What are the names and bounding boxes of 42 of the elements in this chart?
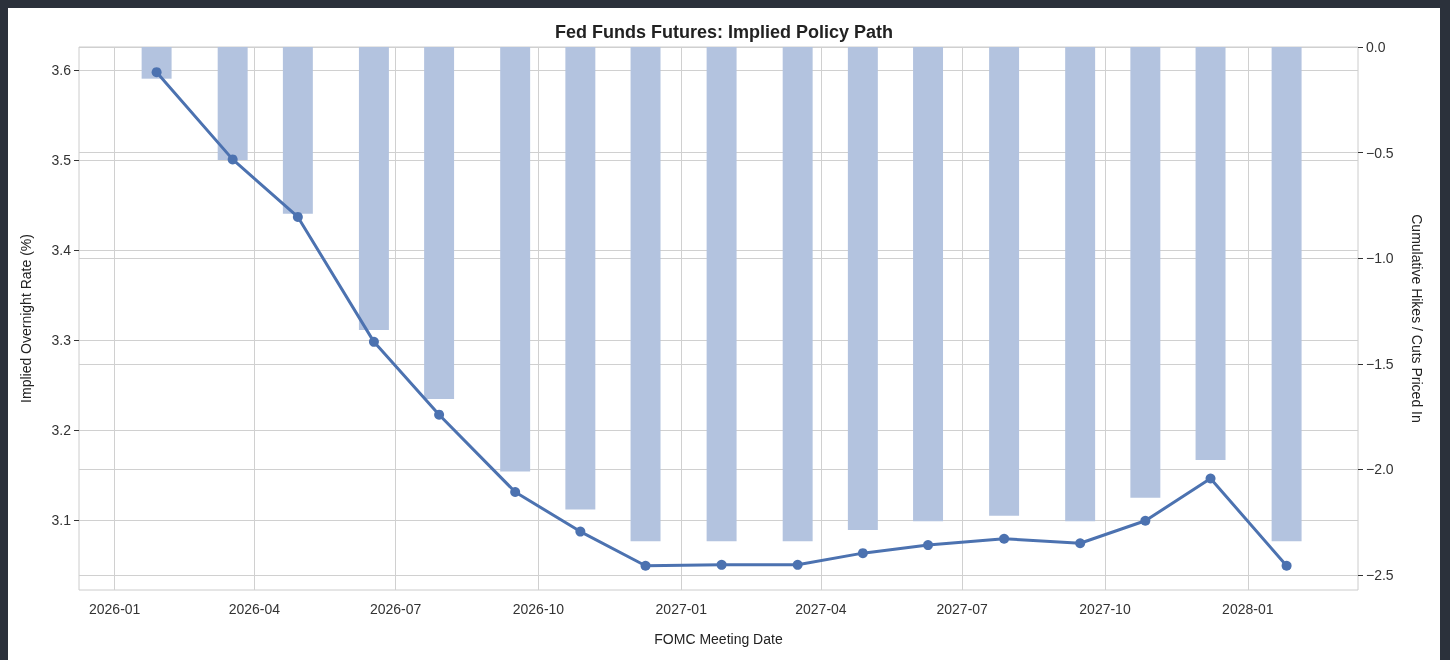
y2-tick-label: −1.5: [1366, 355, 1394, 372]
point: [292, 211, 303, 222]
x-axis-title: FOMC Meeting Date: [654, 631, 783, 647]
x-tick-label: 2027-01: [655, 601, 708, 617]
point: [999, 533, 1010, 544]
y-tick-label: 3.5: [51, 152, 72, 169]
point: [716, 559, 727, 570]
x-tick-label: 2028-01: [1222, 601, 1274, 617]
x-tick-label: 2026-01: [89, 601, 141, 617]
point: [1140, 515, 1151, 526]
x-tick-label: 2027-04: [795, 601, 847, 617]
point: [857, 548, 868, 559]
point: [1281, 560, 1292, 571]
point: [575, 526, 586, 537]
y2-tick-label: −1.0: [1366, 250, 1394, 267]
point: [151, 67, 162, 78]
point: [1075, 538, 1086, 549]
point: [792, 559, 803, 570]
y-tick-label: 3.1: [51, 511, 72, 528]
point: [434, 409, 445, 420]
y-tick-label: 3.6: [51, 62, 72, 79]
point: [227, 154, 238, 165]
x-tick-label: 2027-07: [936, 601, 989, 617]
x-tick-label: 2026-04: [228, 601, 281, 617]
chart-title: Fed Funds Futures: Implied Policy Path: [554, 22, 894, 42]
point: [368, 336, 379, 347]
point: [923, 540, 934, 551]
y2-axis-title: Cumulative Hikes / Cuts Priced In: [1409, 214, 1425, 423]
x-tick-label: 2026-07: [369, 601, 422, 617]
y2-tick-label: −2.0: [1366, 461, 1394, 478]
y2-tick-label: −0.5: [1366, 144, 1394, 161]
x-tick-label: 2026-10: [512, 601, 565, 617]
y-axis-title: Implied Overnight Rate (%): [18, 234, 34, 403]
y-tick-label: 3.4: [51, 242, 72, 259]
point: [1205, 473, 1216, 484]
x-tick-label: 2027-10: [1079, 601, 1131, 617]
y-tick-label: 3.3: [51, 332, 72, 349]
y2-tick-label: −2.5: [1366, 567, 1394, 583]
point: [510, 487, 521, 498]
y2-tick-label: 0.0: [1366, 39, 1386, 55]
y-tick-label: 3.2: [51, 421, 72, 438]
point: [640, 560, 651, 571]
